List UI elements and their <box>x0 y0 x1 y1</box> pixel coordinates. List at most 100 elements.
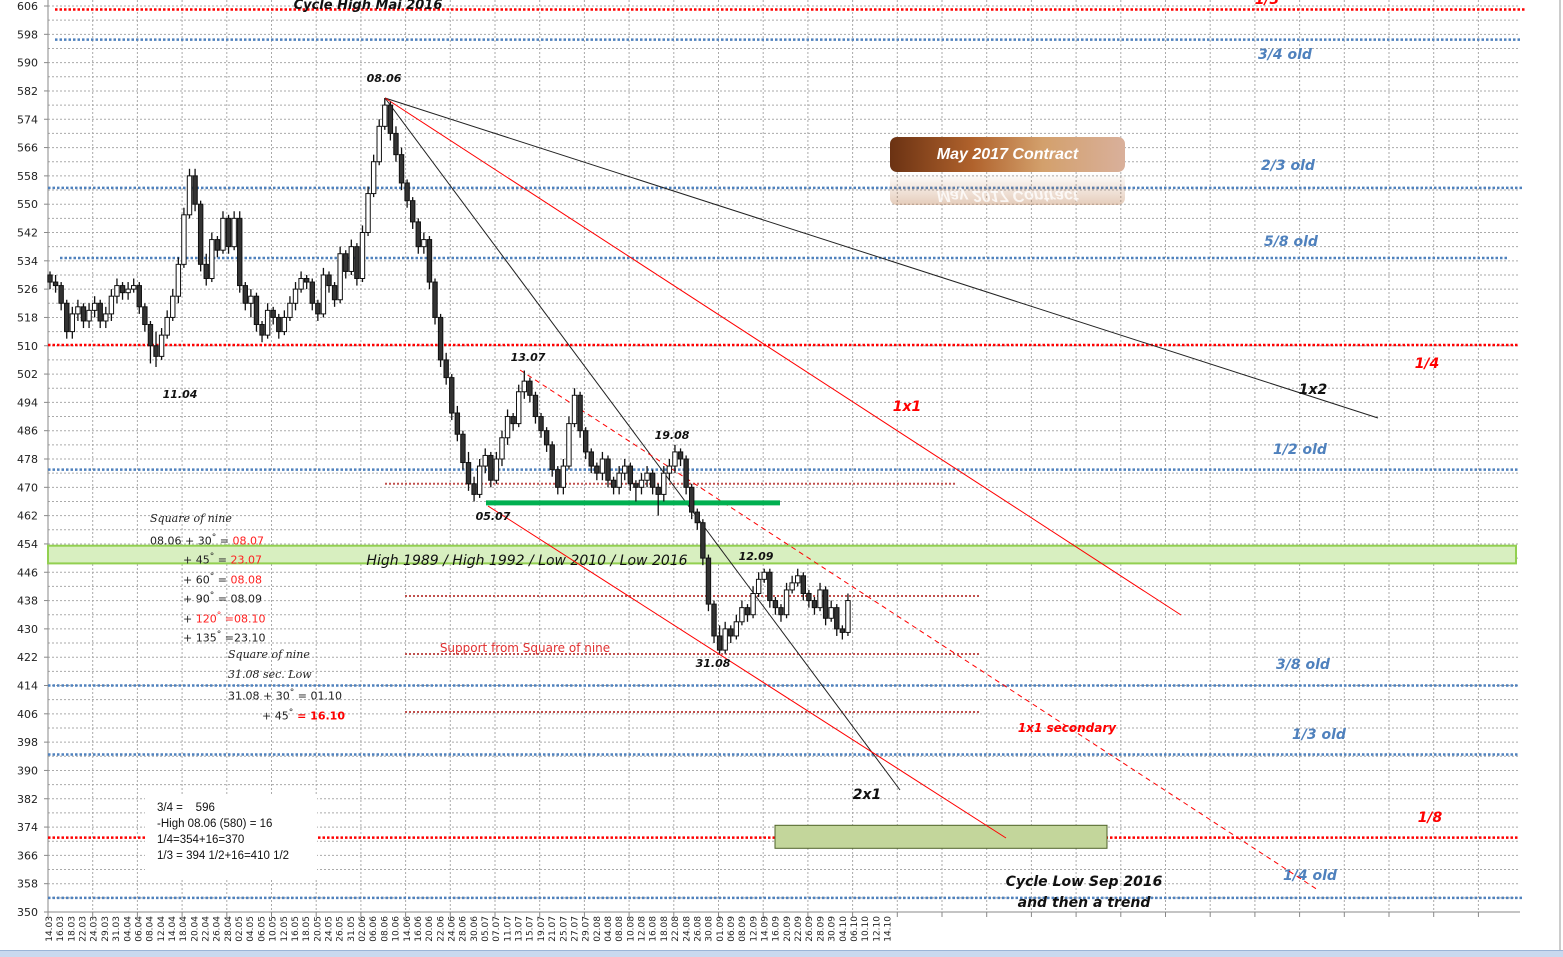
candle <box>443 352 449 385</box>
candle-body <box>767 571 773 602</box>
x-tick-label: 29.07 <box>582 916 592 942</box>
candle-body <box>97 302 103 322</box>
candle-body <box>521 380 527 393</box>
candle-body <box>610 479 617 488</box>
candle <box>175 257 182 304</box>
candle <box>253 292 260 332</box>
x-tick-label: 27.07 <box>570 916 580 942</box>
candle-body <box>376 125 382 163</box>
candle <box>493 451 500 484</box>
level-label: 3/4 old <box>1258 47 1313 63</box>
candle-body <box>666 465 673 474</box>
x-tick-label: 10.10 <box>861 916 871 942</box>
candle-body <box>415 221 421 248</box>
candle-body <box>705 557 712 605</box>
candle-body <box>471 483 477 495</box>
candle <box>834 604 840 636</box>
y-tick-label: 438 <box>17 595 38 608</box>
x-tick-label: 28.06 <box>459 916 469 942</box>
y-tick-label: 590 <box>17 57 38 70</box>
candle <box>404 179 410 208</box>
candle-body <box>231 217 237 248</box>
x-tick-label: 14.10 <box>884 916 894 942</box>
candle-body <box>744 607 751 616</box>
candle-body <box>655 486 661 495</box>
candle-body <box>270 309 276 318</box>
sq9-title-2: Square of nine <box>228 648 310 661</box>
y-tick-label: 374 <box>17 821 38 834</box>
candle <box>811 597 818 615</box>
candle-body <box>543 430 550 446</box>
candle <box>527 377 533 403</box>
candle <box>264 303 271 339</box>
x-tick-label: 31.03 <box>112 916 122 942</box>
candle-body <box>69 313 76 333</box>
x-tick-label: 30.09 <box>828 916 838 942</box>
candle <box>638 473 645 495</box>
candle <box>359 225 366 283</box>
candle-body <box>186 175 193 216</box>
x-tick-label: 18.03 <box>67 916 77 942</box>
x-tick-label: 22.08 <box>671 916 681 942</box>
y-tick-label: 470 <box>17 481 38 494</box>
candle <box>170 289 176 321</box>
candle <box>510 412 516 431</box>
x-tick-label: 20.06 <box>425 916 435 942</box>
support-levels <box>385 482 980 714</box>
target-box <box>774 824 1108 849</box>
candle-body <box>555 469 561 488</box>
level-label: 3/8 old <box>1276 657 1331 673</box>
sq9-subtitle-2: 31.08 sec. Low <box>228 668 312 681</box>
y-tick-label: 526 <box>17 283 38 296</box>
x-tick-label: 30.08 <box>705 916 715 942</box>
candle <box>309 278 315 311</box>
candle <box>220 211 226 254</box>
candle-body <box>622 465 628 474</box>
candle <box>566 416 572 470</box>
candle <box>326 271 332 293</box>
x-tick-label: 20.04 <box>190 916 200 942</box>
candle <box>845 593 851 636</box>
candle-body <box>393 132 399 156</box>
level-label: 5/8 old <box>1264 234 1319 250</box>
candle <box>398 147 405 191</box>
candle-body <box>454 412 461 435</box>
x-tick-label: 12.08 <box>638 916 648 942</box>
candle-body <box>326 274 332 287</box>
candle <box>303 274 310 290</box>
y-tick-label: 454 <box>17 538 38 551</box>
candle-body <box>465 462 472 485</box>
candle-body <box>722 628 728 651</box>
candle-body <box>298 278 304 290</box>
candle-body <box>343 253 349 272</box>
candle <box>97 299 103 329</box>
candle <box>560 459 567 495</box>
candle <box>599 451 606 481</box>
candle <box>644 466 650 488</box>
candle-body <box>398 154 405 184</box>
candle <box>783 582 790 619</box>
candle-body <box>599 458 606 474</box>
x-tick-label: 16.08 <box>649 916 659 942</box>
candle <box>197 200 204 272</box>
candle-body <box>52 281 59 287</box>
candle-body <box>677 451 684 460</box>
candle-body <box>131 285 137 290</box>
x-tick-label: 02.06 <box>358 916 368 942</box>
x-tick-label: 11.07 <box>503 916 513 942</box>
candle <box>516 384 522 428</box>
y-tick-label: 398 <box>17 736 38 749</box>
candle <box>705 554 712 612</box>
sheet-tab-strip[interactable] <box>0 950 1563 957</box>
label-1908: 19.08 <box>655 429 690 442</box>
candle <box>750 586 756 619</box>
candle-body <box>86 309 92 322</box>
candle <box>343 250 349 279</box>
y-tick-label: 550 <box>17 198 38 211</box>
candle-body <box>108 295 115 315</box>
candle <box>449 374 455 421</box>
level-label: 1/8 <box>1418 810 1443 826</box>
x-tick-label: 26.04 <box>213 916 223 942</box>
contract-badge: May 2017 Contract <box>890 137 1125 172</box>
